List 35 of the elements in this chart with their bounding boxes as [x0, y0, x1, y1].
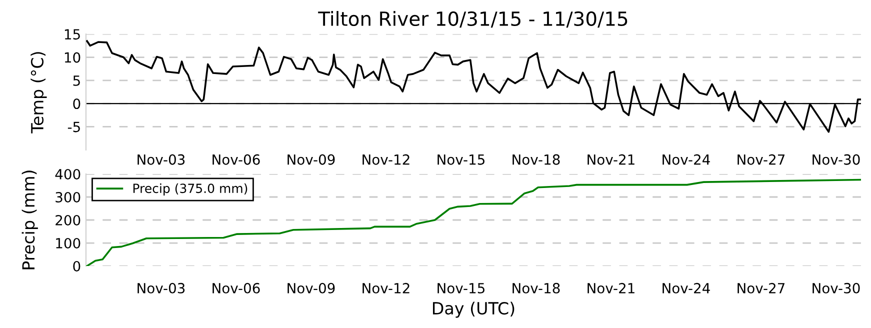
x-tick-label: Nov-12 [362, 154, 410, 165]
x-axis-title: Day (UTC) [432, 302, 514, 318]
x-tick-label: Nov-06 [212, 282, 260, 294]
x-tick-label: Nov-09 [288, 154, 335, 165]
x-tick-label: Nov-18 [512, 154, 560, 165]
x-tick-label: Nov-09 [288, 282, 335, 294]
chart-title: Tilton River 10/31/15 - 11/30/15 [318, 11, 628, 28]
y-tick-label: 0 [73, 98, 80, 110]
x-tick-label: Nov-03 [138, 154, 185, 165]
y-tick-label: 200 [56, 214, 80, 226]
y-tick-label: 10 [64, 52, 80, 63]
y-tick-label: 100 [56, 238, 80, 248]
x-tick-label: Nov-15 [438, 283, 484, 294]
x-tick-label: Nov-30 [812, 282, 860, 294]
x-tick-label: Nov-18 [512, 282, 560, 294]
x-tick-label: Nov-03 [138, 282, 185, 294]
y-tick-label: 300 [56, 192, 80, 202]
y-tick-label: 15 [64, 29, 80, 40]
x-tick-label: Nov-24 [662, 282, 710, 294]
x-tick-label: Nov-27 [738, 282, 785, 294]
x-tick-label: Nov-12 [362, 282, 410, 294]
y-axis-title: Temp (°C) [30, 52, 47, 134]
x-tick-label: Nov-27 [738, 154, 785, 165]
x-tick-label: Nov-15 [438, 154, 484, 165]
y-tick-label: 400 [55, 168, 80, 180]
y-axis-title: Precip (mm) [22, 170, 38, 270]
x-tick-label: Nov-21 [588, 154, 634, 165]
x-tick-label: Nov-30 [812, 154, 860, 165]
y-tick-label: -5 [68, 122, 80, 132]
y-tick-label: 0 [73, 260, 80, 272]
x-tick-label: Nov-21 [588, 282, 634, 294]
legend-label: Precip (375.0 mm) [133, 183, 248, 196]
x-tick-label: Nov-06 [212, 154, 260, 165]
y-tick-label: 5 [73, 76, 80, 86]
x-tick-label: Nov-24 [662, 154, 710, 165]
